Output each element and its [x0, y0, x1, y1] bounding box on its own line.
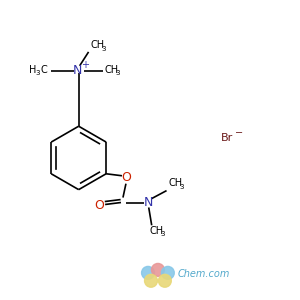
- Text: 3: 3: [179, 184, 184, 190]
- Text: 3: 3: [115, 70, 120, 76]
- Text: Br: Br: [221, 133, 234, 143]
- Text: −: −: [235, 128, 243, 138]
- Circle shape: [142, 266, 154, 279]
- Text: CH: CH: [169, 178, 183, 188]
- Circle shape: [158, 274, 171, 287]
- Text: CH: CH: [150, 226, 164, 236]
- Text: 3: 3: [35, 70, 40, 76]
- Text: 3: 3: [160, 231, 165, 237]
- Text: CH: CH: [104, 65, 118, 75]
- Circle shape: [161, 266, 174, 279]
- Text: Chem.com: Chem.com: [178, 269, 230, 279]
- Text: 3: 3: [101, 46, 106, 52]
- Text: O: O: [121, 171, 131, 184]
- Text: +: +: [81, 60, 88, 70]
- Text: H: H: [29, 65, 37, 75]
- Text: N: N: [73, 64, 82, 77]
- Text: C: C: [40, 65, 47, 75]
- Text: O: O: [94, 199, 104, 212]
- Circle shape: [145, 274, 158, 287]
- Circle shape: [152, 263, 164, 276]
- Text: CH: CH: [91, 40, 105, 50]
- Text: N: N: [144, 196, 153, 209]
